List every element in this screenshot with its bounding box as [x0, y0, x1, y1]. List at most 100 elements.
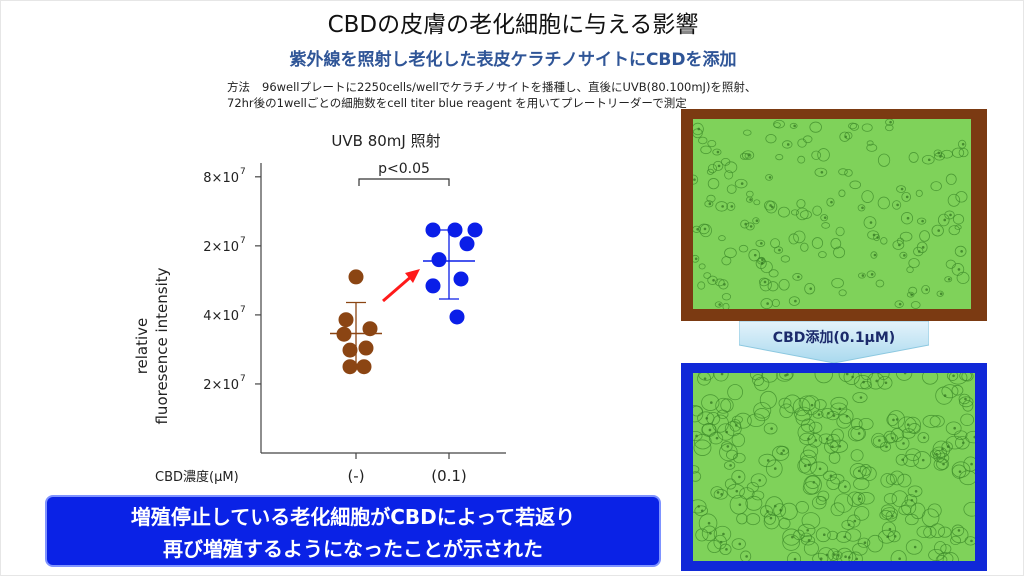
cell-nucleus — [766, 459, 770, 462]
cell-nucleus — [722, 532, 725, 536]
cell — [814, 167, 828, 177]
cell — [803, 541, 819, 556]
cell — [823, 470, 837, 482]
cell-nucleus — [773, 467, 777, 470]
cell — [827, 548, 840, 561]
cell-nucleus — [791, 535, 794, 539]
cell-nucleus — [749, 225, 753, 228]
cell — [724, 161, 738, 174]
cell-nucleus — [906, 423, 910, 426]
cell-nucleus — [758, 478, 762, 482]
cell — [962, 400, 974, 412]
cell — [910, 502, 926, 520]
y-tick-exponent: 7 — [240, 236, 246, 246]
cell — [894, 300, 904, 308]
cell — [931, 446, 947, 459]
cell — [717, 423, 735, 441]
cell — [697, 411, 715, 426]
x-tick-label: (-) — [347, 467, 364, 485]
cell — [708, 431, 724, 445]
cell — [701, 423, 717, 436]
cell-nucleus — [761, 258, 764, 262]
cell — [885, 473, 897, 485]
cell-nucleus — [710, 401, 713, 404]
cell-nucleus — [755, 219, 759, 223]
cell-nucleus — [845, 415, 849, 418]
cell — [798, 454, 818, 475]
cell — [954, 224, 962, 230]
cell — [820, 214, 829, 222]
cell — [861, 190, 874, 203]
cell — [880, 504, 895, 517]
cell — [838, 373, 854, 383]
cell — [899, 231, 913, 242]
cell — [821, 222, 831, 229]
cell-nucleus — [970, 462, 973, 466]
cell-nucleus — [900, 187, 904, 191]
cell — [853, 466, 871, 480]
data-point — [431, 252, 447, 268]
cell-nucleus — [769, 204, 772, 207]
cell — [792, 397, 811, 417]
cell — [933, 449, 946, 463]
data-point — [447, 222, 463, 238]
cell — [948, 225, 961, 236]
data-point — [348, 269, 364, 285]
cell — [714, 301, 723, 308]
cell — [800, 242, 809, 252]
data-point — [338, 312, 354, 328]
cell — [899, 251, 908, 259]
cell-nucleus — [943, 218, 947, 222]
cell — [775, 154, 784, 161]
cell — [803, 475, 822, 495]
cell — [815, 527, 831, 543]
cell — [818, 433, 834, 445]
cell-nucleus — [766, 302, 769, 305]
cell — [765, 459, 783, 478]
cell — [937, 213, 950, 227]
scatter-chart: UVB 80mJ 照射 relative fluoresence intensi… — [133, 132, 506, 485]
cell — [701, 525, 717, 542]
cell — [773, 119, 785, 129]
cell — [719, 543, 732, 556]
cell-nucleus — [870, 273, 874, 276]
cell — [915, 189, 923, 197]
cell — [892, 200, 902, 210]
cell — [958, 393, 971, 405]
cell — [772, 445, 790, 461]
cell-nucleus — [957, 529, 961, 532]
cell — [821, 408, 834, 419]
cell-nucleus — [822, 533, 826, 537]
cell-nucleus — [778, 248, 781, 252]
cell — [797, 138, 807, 148]
cell-nucleus — [889, 120, 892, 124]
cell-nucleus — [844, 485, 847, 488]
y-tick-label: 4×10 — [203, 309, 239, 324]
cell-nucleus — [953, 426, 956, 430]
cell — [746, 190, 754, 198]
cell — [859, 464, 872, 476]
cell — [839, 131, 850, 142]
cell — [930, 181, 942, 192]
cell-nucleus — [830, 200, 833, 204]
cell-nucleus — [905, 195, 909, 199]
cell — [860, 380, 873, 390]
cell — [922, 373, 939, 385]
cell-nucleus — [725, 430, 728, 434]
cell-nucleus — [861, 274, 865, 277]
cell — [951, 464, 967, 479]
cell — [951, 384, 964, 396]
cell — [707, 178, 720, 190]
cell — [788, 233, 799, 245]
cell — [721, 293, 732, 301]
cell-nucleus — [851, 375, 854, 379]
cell-nucleus — [819, 557, 823, 561]
cell — [726, 201, 736, 211]
significance-bracket — [358, 178, 450, 186]
cell-nucleus — [807, 463, 811, 467]
cell-nucleus — [763, 280, 767, 284]
series-control — [330, 269, 382, 375]
cell — [827, 530, 839, 540]
cell — [758, 453, 776, 468]
cell — [734, 178, 748, 189]
